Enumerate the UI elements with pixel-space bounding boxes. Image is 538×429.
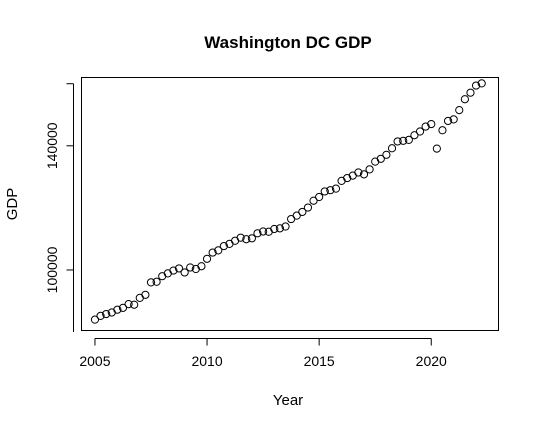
data-point bbox=[124, 300, 133, 309]
data-point bbox=[354, 168, 363, 177]
data-point bbox=[152, 277, 161, 286]
data-point bbox=[365, 165, 374, 174]
data-point bbox=[443, 116, 453, 126]
x-tick-label: 2015 bbox=[304, 353, 335, 369]
data-point bbox=[337, 176, 346, 185]
data-point bbox=[309, 196, 318, 205]
data-point bbox=[214, 246, 223, 255]
data-point bbox=[371, 157, 380, 166]
x-axis: 2005 2010 2015 2020 bbox=[79, 338, 447, 369]
data-point bbox=[90, 315, 100, 324]
data-point bbox=[421, 122, 430, 131]
data-point bbox=[359, 170, 369, 179]
data-point bbox=[298, 207, 307, 217]
x-tick-label: 2005 bbox=[79, 353, 110, 369]
data-point bbox=[303, 203, 313, 212]
data-point bbox=[247, 234, 256, 243]
data-point bbox=[270, 224, 279, 234]
data-point bbox=[404, 135, 413, 144]
data-point bbox=[292, 211, 301, 220]
data-point bbox=[130, 300, 139, 309]
data-point bbox=[315, 192, 324, 202]
data-point bbox=[275, 224, 285, 233]
data-point bbox=[376, 154, 385, 163]
data-point bbox=[455, 105, 464, 115]
data-point bbox=[219, 241, 228, 251]
data-point bbox=[432, 144, 441, 153]
data-point bbox=[471, 81, 481, 90]
data-points bbox=[90, 79, 486, 324]
data-point bbox=[208, 248, 217, 257]
y-axis: 100000 140000 bbox=[44, 83, 74, 333]
x-axis-label: Year bbox=[273, 392, 303, 409]
data-point bbox=[163, 269, 172, 278]
data-point bbox=[393, 137, 402, 146]
y-tick-label: 140000 bbox=[44, 122, 60, 169]
data-point bbox=[460, 95, 469, 104]
y-tick-label: 100000 bbox=[44, 246, 60, 293]
data-point bbox=[253, 229, 262, 238]
data-point bbox=[449, 115, 458, 124]
data-point bbox=[331, 184, 341, 193]
data-point bbox=[174, 264, 184, 273]
data-point bbox=[410, 131, 419, 140]
data-point bbox=[477, 79, 486, 88]
data-point bbox=[158, 272, 167, 281]
data-point bbox=[96, 311, 105, 321]
data-point bbox=[343, 173, 352, 183]
data-point bbox=[141, 290, 150, 299]
data-point bbox=[399, 136, 408, 145]
chart-title: Washington DC GDP bbox=[204, 33, 371, 52]
data-point bbox=[320, 187, 329, 196]
data-point bbox=[236, 233, 245, 242]
x-tick-label: 2010 bbox=[191, 353, 222, 369]
data-point bbox=[281, 222, 290, 231]
data-point bbox=[186, 263, 195, 272]
data-point bbox=[466, 88, 475, 97]
data-point bbox=[202, 254, 212, 263]
x-tick-label: 2020 bbox=[416, 353, 447, 369]
data-point bbox=[326, 186, 335, 195]
data-point bbox=[197, 262, 206, 271]
data-point bbox=[387, 144, 397, 153]
y-axis-label: GDP bbox=[4, 188, 21, 221]
data-point bbox=[242, 235, 251, 244]
data-point bbox=[382, 150, 391, 159]
data-point bbox=[427, 119, 436, 129]
data-point bbox=[438, 126, 447, 135]
data-point bbox=[258, 227, 268, 236]
data-point bbox=[415, 127, 425, 136]
data-point bbox=[113, 305, 122, 314]
data-point bbox=[146, 278, 156, 287]
data-point bbox=[180, 268, 189, 277]
data-point bbox=[118, 303, 128, 312]
plot-frame bbox=[81, 77, 499, 331]
data-point bbox=[169, 266, 178, 275]
data-point bbox=[102, 309, 111, 319]
